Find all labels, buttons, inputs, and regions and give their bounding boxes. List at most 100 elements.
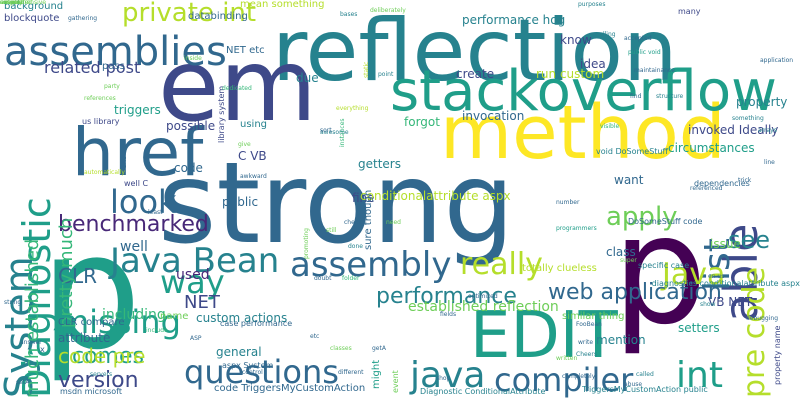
cloud-word: public void bbox=[628, 49, 661, 56]
cloud-word: assembly bbox=[290, 245, 452, 285]
cloud-word: performance hog bbox=[462, 13, 566, 27]
cloud-word: calling bbox=[596, 31, 616, 38]
cloud-word: VB NET bbox=[708, 295, 753, 309]
cloud-word: look bbox=[110, 183, 177, 221]
cloud-word: control bbox=[242, 369, 263, 376]
cloud-word: background bbox=[4, 1, 64, 12]
cloud-word: java bbox=[410, 355, 486, 396]
cloud-word: getters bbox=[358, 157, 401, 171]
cloud-word: FooBean bbox=[576, 321, 602, 328]
cloud-word: questions bbox=[184, 353, 339, 391]
cloud-word: mention bbox=[596, 333, 646, 347]
cloud-word: code bbox=[174, 161, 203, 175]
cloud-word: trick bbox=[738, 177, 752, 184]
cloud-word: blockquote bbox=[4, 13, 60, 24]
cloud-word: invoked Ideally bbox=[688, 123, 779, 137]
cloud-word: called bbox=[636, 371, 654, 378]
cloud-word: private int bbox=[122, 0, 257, 28]
cloud-word: TriggersMyCustomAction public bbox=[582, 385, 708, 394]
cloud-word: application bbox=[760, 57, 794, 64]
cloud-word: NET etc bbox=[226, 45, 265, 56]
cloud-word: awesome bbox=[320, 129, 349, 136]
cloud-word: create bbox=[456, 67, 495, 81]
cloud-word: GAC bbox=[121, 156, 128, 169]
cloud-word: aspx System bbox=[222, 361, 274, 370]
cloud-word: debugging bbox=[746, 315, 779, 322]
cloud-word: super bbox=[620, 257, 637, 264]
cloud-word: static bbox=[363, 62, 370, 79]
cloud-word: us library bbox=[82, 117, 120, 126]
cloud-word: em bbox=[158, 27, 317, 144]
cloud-word: Java bbox=[662, 257, 726, 292]
cloud-word: setters bbox=[678, 321, 720, 335]
cloud-word: fine bbox=[352, 191, 375, 205]
cloud-word: DoSomeStuff code bbox=[628, 217, 703, 226]
cloud-word: case performance bbox=[220, 319, 293, 328]
cloud-word: comes bbox=[72, 344, 144, 369]
cloud-word: idea bbox=[580, 57, 606, 71]
cloud-word: established reflection bbox=[408, 299, 559, 315]
cloud-word: party bbox=[104, 83, 120, 90]
cloud-word: shop bbox=[436, 375, 451, 382]
cloud-word: fields bbox=[440, 311, 457, 318]
cloud-word: issue bbox=[710, 237, 741, 251]
cloud-word: EDIT bbox=[470, 299, 618, 373]
cloud-word: accepted bbox=[624, 35, 652, 42]
cloud-word: structure bbox=[656, 93, 684, 100]
cloud-word: doubt bbox=[314, 275, 332, 282]
cloud-word: dedicated bbox=[222, 85, 252, 92]
cloud-word: find bbox=[630, 93, 642, 100]
cloud-word: know bbox=[560, 33, 592, 47]
cloud-word: check bbox=[344, 219, 362, 226]
cloud-word: related post bbox=[44, 58, 141, 77]
cloud-word: property name bbox=[773, 326, 782, 386]
cloud-word: possible bbox=[166, 119, 216, 133]
cloud-word: comprehensive bbox=[0, 0, 46, 6]
cloud-word: mean something bbox=[240, 0, 325, 10]
cloud-word: programmers bbox=[556, 225, 597, 232]
cloud-word: run custom bbox=[536, 67, 605, 81]
cloud-word: visible bbox=[600, 123, 620, 130]
cloud-word: p bbox=[40, 198, 142, 385]
cloud-word: NET bbox=[184, 292, 220, 313]
cloud-word: least bbox=[148, 209, 163, 216]
cloud-word: promoting bbox=[303, 228, 310, 259]
cloud-word: abuse bbox=[624, 381, 643, 388]
cloud-word: Java Bean bbox=[110, 241, 280, 281]
cloud-word: done bbox=[348, 243, 363, 250]
cloud-word: getA bbox=[372, 345, 386, 352]
cloud-word: setA bbox=[16, 379, 30, 386]
cloud-word: custom actions bbox=[196, 311, 288, 325]
cloud-word: completely bbox=[562, 373, 596, 380]
cloud-word: deliberately bbox=[370, 7, 406, 14]
cloud-word: diagnostics conditionalattribute aspx bbox=[651, 279, 800, 288]
cloud-word: databinding bbox=[188, 11, 248, 22]
cloud-word: many bbox=[678, 7, 701, 16]
cloud-word: invocation bbox=[462, 109, 525, 123]
cloud-word: Cheers bbox=[576, 351, 597, 358]
cloud-word: sure though bbox=[363, 190, 374, 251]
cloud-word: C VB bbox=[238, 149, 267, 163]
cloud-word: specific case bbox=[638, 261, 690, 270]
cloud-word: something bbox=[732, 115, 764, 122]
cloud-word: see bbox=[728, 226, 771, 254]
cloud-word: dependencies bbox=[694, 179, 750, 188]
cloud-word: msdn microsoft bbox=[60, 387, 122, 396]
cloud-word: using bbox=[240, 119, 268, 130]
cloud-word: stackoverflow bbox=[390, 59, 777, 124]
cloud-word: line bbox=[764, 159, 775, 166]
cloud-word: write bbox=[578, 339, 594, 346]
cloud-word: attribute bbox=[58, 331, 111, 345]
cloud-word: Diagnostic ConditionalAttribute bbox=[420, 387, 546, 396]
cloud-word: well C bbox=[124, 179, 149, 188]
cloud-word: pass bbox=[102, 61, 125, 72]
cloud-word: conditionalattribute aspx bbox=[360, 189, 511, 203]
cloud-word: name bbox=[160, 311, 189, 322]
cloud-word: suspect bbox=[0, 0, 24, 6]
cloud-word: well bbox=[120, 239, 148, 255]
cloud-word: void DoSomeStuff bbox=[596, 147, 669, 156]
cloud-word: web application bbox=[548, 280, 722, 305]
cloud-word: including bbox=[102, 307, 166, 323]
cloud-word: CLR bbox=[58, 264, 98, 288]
cloud-word: want bbox=[614, 173, 644, 187]
